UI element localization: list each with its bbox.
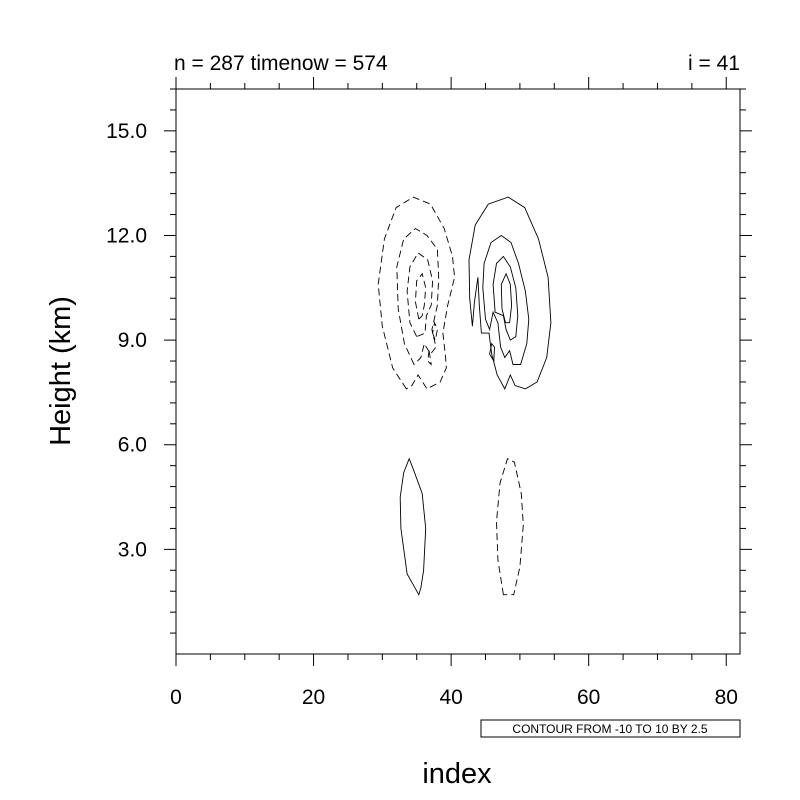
y-tick-label: 12.0 (106, 224, 147, 247)
contour-line-negative-5 (432, 321, 438, 342)
contour-line-negative-4 (427, 350, 432, 366)
plot-frame (175, 88, 741, 655)
contour-line-positive-9 (500, 272, 513, 324)
contour-line-negative-12 (496, 458, 524, 596)
contour-line-positive-6 (468, 196, 552, 390)
x-tick-label: 0 (170, 686, 182, 709)
chart-title-right: i = 41 (688, 52, 740, 75)
y-tick-label: 6.0 (118, 434, 147, 457)
contour-line-positive-10 (489, 342, 495, 363)
x-tick-label: 40 (439, 686, 462, 709)
contour-line-positive-8 (492, 255, 519, 341)
contour-line-negative-3 (414, 272, 427, 321)
y-tick-label: 15.0 (106, 120, 147, 143)
axis-ticks: 0 20 40 60 80 3.0 6.0 9.0 12.0 15.0 (106, 77, 752, 709)
x-axis-label: index (422, 758, 492, 790)
contour-info-box (480, 719, 741, 738)
contour-line-negative-0 (377, 196, 456, 390)
y-axis-label: Height (km) (45, 296, 77, 446)
chart-title-left: n = 287 timenow = 574 (174, 52, 388, 75)
x-tick-label: 60 (577, 686, 600, 709)
contour-lines (377, 196, 552, 596)
x-tick-label: 80 (715, 686, 738, 709)
contour-line-positive-11 (399, 457, 427, 596)
contour-line-negative-1 (396, 227, 440, 366)
y-tick-label: 9.0 (118, 329, 147, 352)
y-tick-label: 3.0 (118, 538, 147, 561)
contour-line-negative-2 (406, 252, 434, 338)
x-tick-label: 20 (302, 686, 325, 709)
contour-line-positive-7 (482, 234, 530, 365)
contour-info-label: CONTOUR FROM -10 TO 10 BY 2.5 (512, 722, 707, 736)
